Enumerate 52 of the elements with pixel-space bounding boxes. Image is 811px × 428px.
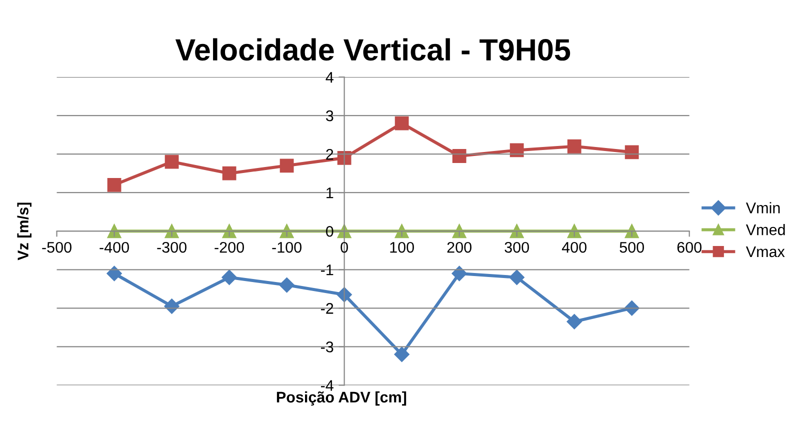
point (164, 224, 179, 238)
y-tick-label: -1 (320, 264, 334, 276)
x-tick-label: -500 (42, 242, 72, 253)
point (567, 139, 582, 154)
y-tick-label: -3 (320, 342, 334, 352)
y-tick-label: -4 (320, 380, 334, 391)
chart-title: Velocidade Vertical - T9H05 (175, 38, 570, 61)
y-tick-label: 2 (326, 148, 334, 160)
point (106, 266, 122, 282)
y-tick-label: 1 (326, 188, 334, 198)
point (394, 116, 409, 130)
x-tick-label: -200 (214, 242, 244, 253)
y-axis-title: Vz [m/s] (17, 202, 32, 260)
x-tick-label: -300 (157, 242, 186, 253)
x-tick-label: -100 (272, 242, 302, 253)
point (452, 224, 466, 238)
x-tick-label: 600 (677, 242, 702, 253)
point (222, 270, 237, 285)
point (567, 224, 582, 238)
legend-label: Vmax (746, 246, 785, 258)
point (510, 143, 524, 158)
y-tick-label: 3 (326, 110, 334, 122)
point (394, 224, 409, 238)
y-tick-label: 4 (326, 72, 334, 83)
point (624, 145, 639, 160)
legend-label: Vmin (746, 202, 780, 214)
legend-label: Vmed (746, 224, 785, 236)
point (164, 154, 179, 169)
y-tick-label: -2 (320, 303, 334, 314)
point (394, 346, 410, 362)
x-tick-label: 300 (504, 242, 529, 253)
x-tick-label: -400 (100, 242, 129, 253)
point (280, 224, 294, 238)
x-axis-title: Posição ADV [cm] (276, 391, 406, 406)
point (280, 158, 294, 173)
point (337, 150, 352, 165)
point (509, 270, 524, 285)
point (279, 277, 294, 293)
x-tick-label: 100 (390, 242, 414, 253)
x-tick-label: 400 (562, 242, 586, 253)
x-tick-label: 500 (620, 242, 644, 253)
point (624, 300, 640, 316)
point (510, 224, 524, 238)
point (107, 178, 122, 192)
x-tick-label: 0 (340, 242, 348, 253)
point (222, 166, 236, 180)
point (222, 224, 236, 238)
point (452, 149, 466, 163)
point (566, 314, 582, 330)
point (452, 266, 467, 282)
x-tick-label: 200 (447, 242, 472, 253)
point (624, 224, 639, 238)
